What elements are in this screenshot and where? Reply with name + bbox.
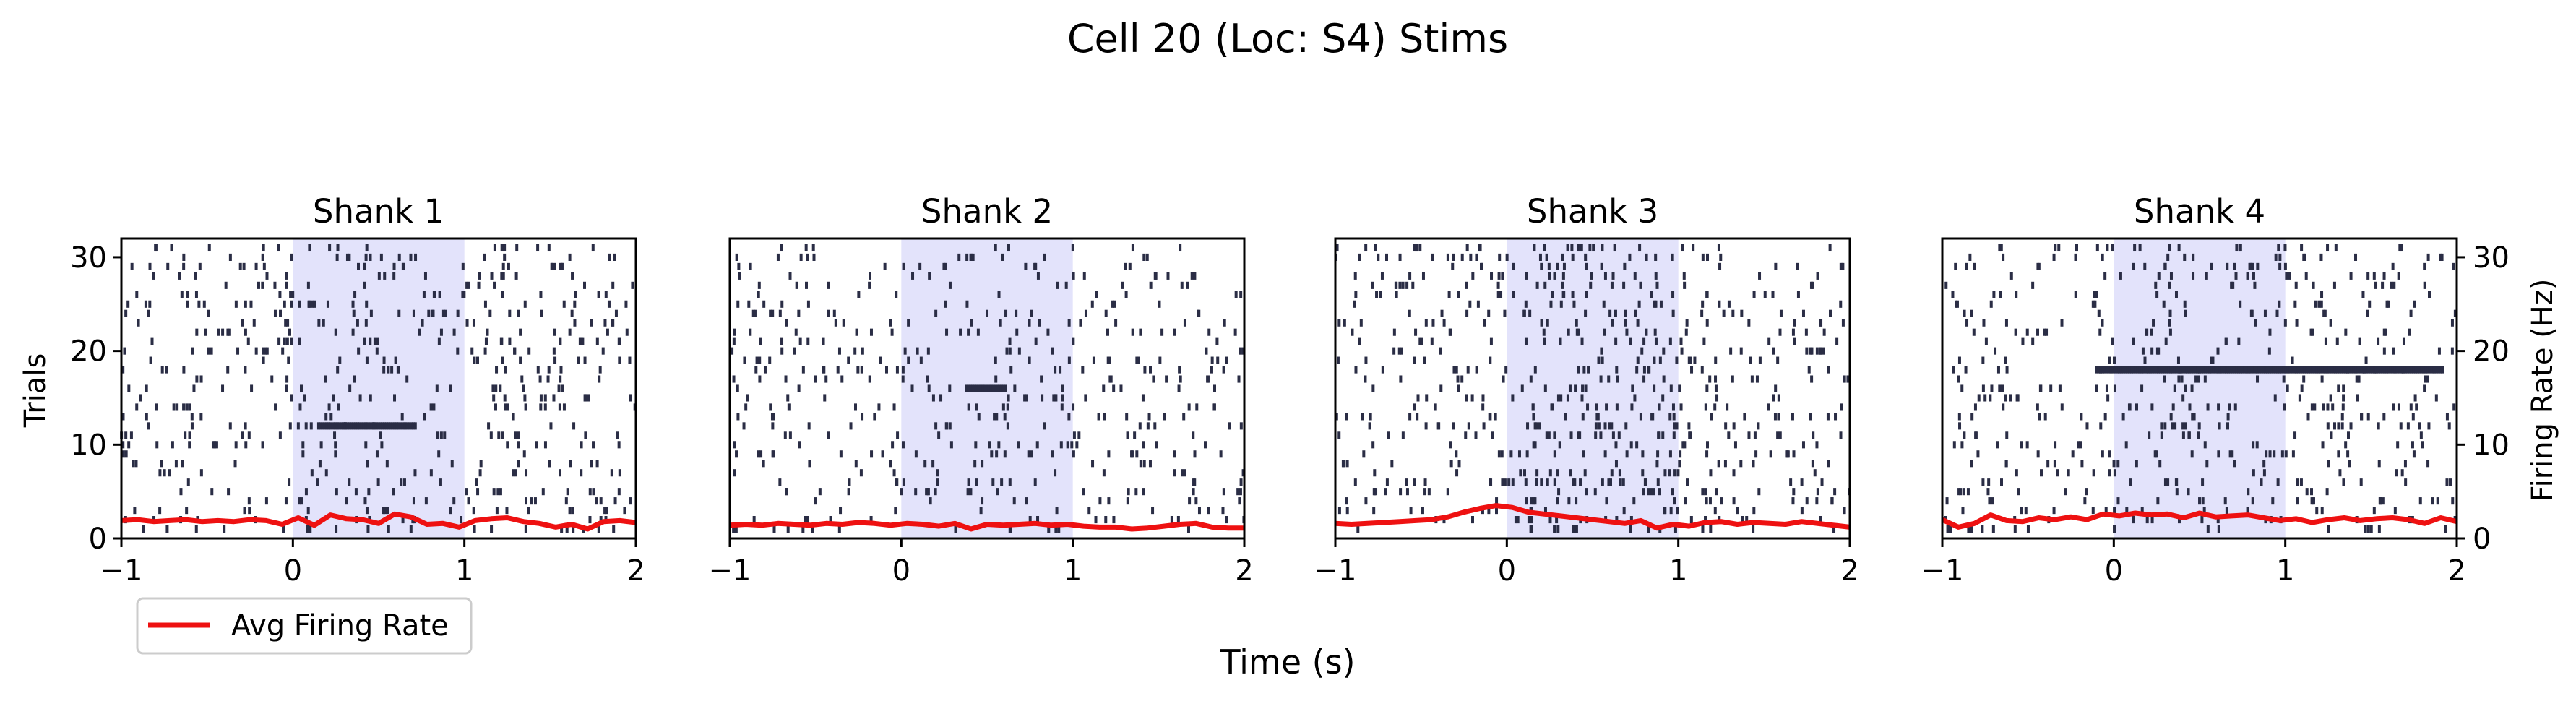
axes-frame [728, 237, 1246, 540]
x-tick-label: −1 [100, 554, 143, 588]
x-tick-label: 0 [1498, 554, 1516, 588]
panel-title: Shank 3 [1527, 192, 1658, 231]
x-tick-label: 2 [2447, 554, 2465, 588]
x-tick-label: 2 [1840, 554, 1858, 588]
x-tick-label: −1 [1314, 554, 1357, 588]
avg-firing-rate-line [1335, 503, 1851, 531]
avg-firing-rate-line [1941, 510, 2457, 530]
x-tick-label: 0 [284, 554, 302, 588]
legend-box [136, 597, 473, 655]
x-tick-label: 1 [2276, 554, 2294, 588]
y-tick-label: 0 [89, 522, 107, 556]
panel-3: Shank 3 −1 0 1 2 [1314, 192, 1859, 588]
y-tick-label: 0 [2473, 522, 2491, 556]
axes-frame [1334, 237, 1851, 540]
stim-window-shade [293, 238, 465, 538]
panel-title: Shank 1 [313, 192, 444, 231]
axes-frame [1941, 237, 2458, 540]
x-tick-label: −1 [709, 554, 751, 588]
avg-firing-rate-line [121, 511, 637, 532]
x-tick-label: 1 [1064, 554, 1082, 588]
spike-raster [1335, 244, 1851, 533]
y-axis-label-trials: Trials [19, 353, 52, 429]
x-tick-label: 2 [1235, 554, 1253, 588]
y-tick-label: 20 [70, 335, 107, 369]
y-tick-label: 10 [2473, 429, 2510, 462]
stim-window-shade [2114, 238, 2286, 538]
y-axis-label-firing-rate: Firing Rate (Hz) [2526, 279, 2559, 502]
legend: Avg Firing Rate [136, 597, 473, 655]
spike-raster [731, 244, 1246, 533]
spike-raster [120, 244, 637, 533]
x-tick-label: 2 [626, 554, 645, 588]
legend-label-avg-firing-rate: Avg Firing Rate [231, 609, 449, 642]
x-tick-label: −1 [1921, 554, 1964, 588]
y-tick-label: 20 [2473, 335, 2510, 369]
x-tick-label: 0 [2105, 554, 2123, 588]
x-tick-label: 1 [455, 554, 473, 588]
x-axis-label: Time (s) [1219, 642, 1355, 681]
panel-2: Shank 2 −1 0 1 2 [709, 192, 1254, 588]
panel-title: Shank 2 [921, 192, 1053, 231]
x-tick-label: 1 [1669, 554, 1687, 588]
x-tick-label: 0 [892, 554, 910, 588]
y-tick-label: 30 [70, 241, 107, 275]
axes-frame [120, 237, 637, 540]
panel-title: Shank 4 [2134, 192, 2265, 231]
avg-firing-rate-line [729, 520, 1244, 532]
y-tick-label: 30 [2473, 241, 2510, 275]
y-tick-label: 10 [70, 429, 107, 462]
figure-title: Cell 20 (Loc: S4) Stims [1067, 16, 1508, 61]
